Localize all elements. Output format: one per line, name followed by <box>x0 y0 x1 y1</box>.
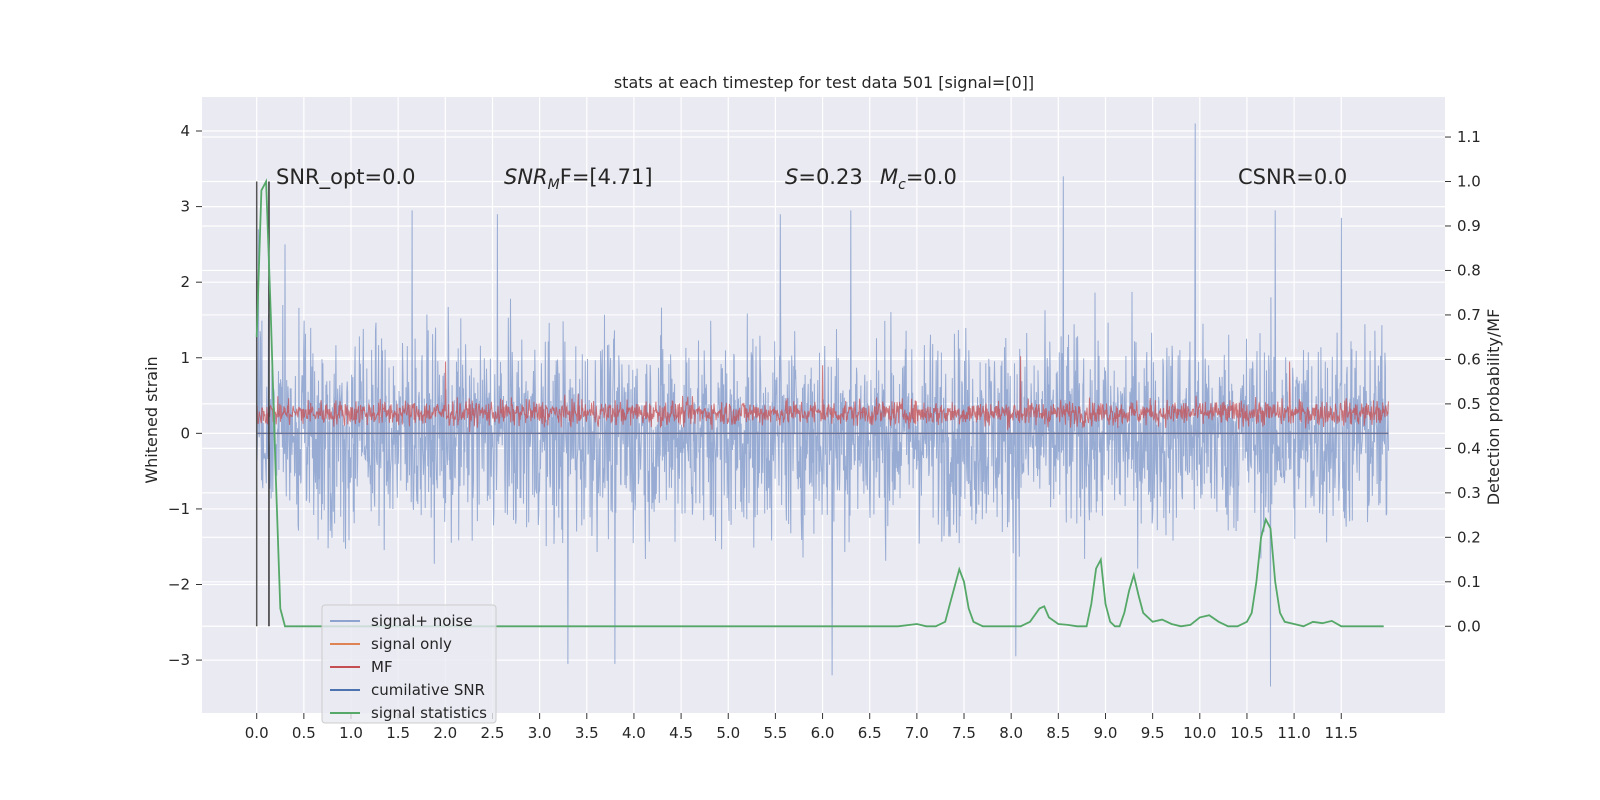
x-tick-label: 6.5 <box>858 724 882 742</box>
snr-mf-suffix: F=[4.71] <box>560 165 653 189</box>
y2-tick-label: 1.1 <box>1457 128 1481 146</box>
y2-tick-label: 0.3 <box>1457 484 1481 502</box>
y2-tick-label: 0.5 <box>1457 395 1481 413</box>
x-tick-label: 6.0 <box>811 724 835 742</box>
annotation-mc: Mc=0.0 <box>880 165 957 193</box>
x-tick-label: 4.0 <box>622 724 646 742</box>
x-tick-label: 1.0 <box>339 724 363 742</box>
signal-noise-series <box>256 123 1389 687</box>
signal-statistics-series <box>255 178 1384 628</box>
x-tick-label: 11.5 <box>1325 724 1358 742</box>
y-axis-label: Whitened strain <box>142 356 161 483</box>
y-tick-label: −3 <box>168 651 190 669</box>
snr-mf-sub: M <box>548 177 560 193</box>
x-tick-label: 9.5 <box>1141 724 1165 742</box>
legend-box <box>321 604 497 724</box>
legend-label: signal only <box>371 635 452 653</box>
x-tick-label: 10.5 <box>1230 724 1263 742</box>
x-tick-label: 3.0 <box>528 724 552 742</box>
y2-tick-label: 0.2 <box>1457 528 1481 546</box>
y2-tick-label: 0.1 <box>1457 573 1481 591</box>
mc-val: =0.0 <box>906 165 957 189</box>
x-tick-label: 0.0 <box>245 724 269 742</box>
x-tick-label: 9.0 <box>1094 724 1118 742</box>
y2-axis-label: Detection probability/MF <box>1484 309 1503 506</box>
y-tick-label: 4 <box>180 122 190 140</box>
signal-noise-line <box>256 123 1389 687</box>
x-tick-label: 4.5 <box>669 724 693 742</box>
legend: signal+ noise signal only MF cumilative SNR… <box>321 604 497 724</box>
legend-label: signal+ noise <box>371 612 473 630</box>
y-tick-label: 0 <box>180 424 190 442</box>
y-tick-label: 1 <box>180 349 190 367</box>
x-tick-label: 7.5 <box>952 724 976 742</box>
axis-ticks: 0.0 0.5 1.0 1.5 2.0 2.5 3.0 3.5 4.0 4.5 5.0 5.5 6.0 6… <box>168 122 1481 742</box>
y2-tick-label: 0.4 <box>1457 439 1481 457</box>
x-tick-label: 7.0 <box>905 724 929 742</box>
x-tick-label: 3.5 <box>575 724 599 742</box>
mc-var: M <box>880 165 898 189</box>
snr-mf-prefix: SNR <box>504 165 548 189</box>
x-tick-label: 0.5 <box>292 724 316 742</box>
y-tick-label: −1 <box>168 500 190 518</box>
y2-tick-label: 0.6 <box>1457 350 1481 368</box>
s-val: =0.23 <box>798 165 862 189</box>
x-tick-label: 2.0 <box>433 724 457 742</box>
y-tick-label: 2 <box>180 273 190 291</box>
annotation-snr-opt: SNR_opt=0.0 <box>276 165 416 190</box>
x-tick-label: 11.0 <box>1277 724 1310 742</box>
signal-statistics-line <box>255 178 1384 628</box>
annotation-csnr: CSNR=0.0 <box>1238 165 1347 189</box>
legend-label: cumilative SNR <box>371 681 485 699</box>
y2-tick-label: 0.8 <box>1457 261 1481 279</box>
y2-tick-label: 1.0 <box>1457 173 1481 191</box>
annotation-s: S=0.23 <box>785 165 863 189</box>
x-tick-label: 8.5 <box>1046 724 1070 742</box>
x-tick-label: 10.0 <box>1183 724 1216 742</box>
y-tick-label: 3 <box>180 198 190 216</box>
mc-sub: c <box>898 177 906 193</box>
chart-title: stats at each timestep for test data 501… <box>614 73 1034 92</box>
x-tick-label: 2.5 <box>481 724 505 742</box>
x-tick-label: 8.0 <box>999 724 1023 742</box>
y2-tick-label: 0.0 <box>1457 617 1481 635</box>
legend-label: signal statistics <box>371 704 487 722</box>
y-tick-label: −2 <box>168 576 190 594</box>
x-tick-label: 1.5 <box>386 724 410 742</box>
y2-tick-label: 0.7 <box>1457 306 1481 324</box>
x-tick-label: 5.5 <box>763 724 787 742</box>
mf-line <box>256 356 1389 433</box>
x-tick-label: 5.0 <box>716 724 740 742</box>
annotation-snr-mf: SNRMF=[4.71] <box>504 165 653 193</box>
mf-series <box>256 356 1389 433</box>
legend-label: MF <box>371 658 393 676</box>
s-var: S <box>785 165 798 189</box>
y2-tick-label: 0.9 <box>1457 217 1481 235</box>
